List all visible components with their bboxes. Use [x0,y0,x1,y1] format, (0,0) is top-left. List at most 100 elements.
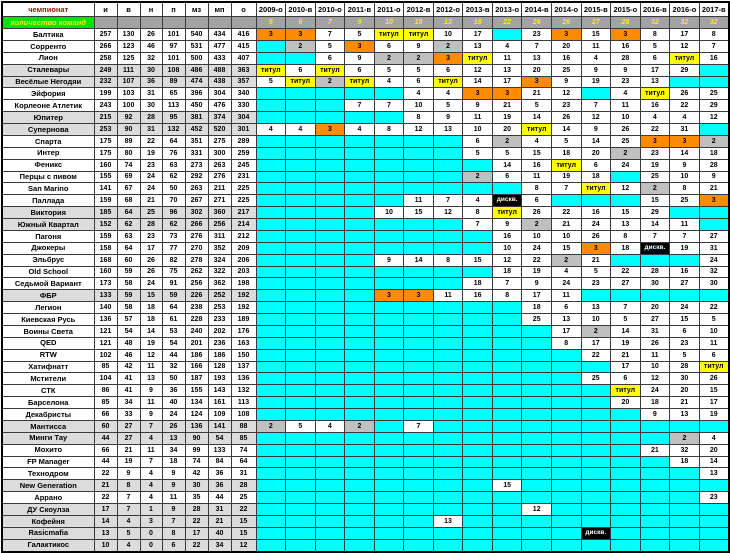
season-cell-not-participated [285,324,316,338]
season-cell: 17 [491,75,523,89]
stat-cell: 232 [93,75,118,89]
season-cell: 18 [580,170,612,184]
stat-cell: 31 [139,87,163,101]
stat-cell: 12 [230,538,257,553]
season-cell-not-participated [373,87,405,101]
season-cell-not-participated [462,182,493,196]
stat-cell: 266 [184,218,209,231]
stat-cell: 271 [207,194,232,208]
team-name-cell: Мстители [1,372,95,386]
team-name-cell: QED [1,336,95,350]
season-cell: титул [639,87,671,101]
season-cell-not-participated [285,467,316,481]
season-cell: титул [669,51,700,65]
season-cell: 15 [550,241,582,255]
season-cell-not-participated [521,396,552,409]
stat-cell: 54 [161,336,186,350]
season-cell-not-participated [255,313,287,326]
season-cell: 14 [550,123,582,136]
stat-cell: 258 [93,51,118,65]
season-cell: 3 [314,123,346,136]
season-cell: 28 [698,158,730,172]
season-cell: 15 [580,28,612,41]
season-cell-not-participated [403,526,434,540]
season-cell: 17 [462,28,493,41]
season-cell-not-participated [462,301,493,314]
stat-cell: 253 [207,301,232,314]
stat-cell: 77 [161,241,186,255]
season-cell-not-participated [285,265,316,279]
season-cell: 16 [639,99,671,113]
season-cell: 4 [550,265,582,279]
season-cell: 2 [255,419,287,433]
season-cell: 11 [403,194,434,208]
season-cell: 5 [669,348,700,362]
season-cell: 23 [669,336,700,350]
team-count-value: 32 [639,16,671,29]
season-cell-not-participated [580,431,612,445]
stat-cell: 26 [139,28,163,41]
season-cell-not-participated [255,241,287,255]
season-cell-not-participated [255,146,287,160]
stat-cell: 488 [207,63,232,77]
season-cell: 10 [491,241,523,255]
stat-cell: 263 [184,182,209,196]
season-cell-not-participated [314,431,346,445]
stat-cell: 415 [230,39,257,53]
season-cell-not-participated [314,514,346,528]
stat-cell: 67 [116,182,141,196]
season-cell-not-participated [255,360,287,374]
stat-cell: 132 [161,123,186,136]
season-cell-not-participated [698,419,730,433]
season-cell-not-participated [314,408,346,421]
season-cell: 16 [580,206,612,219]
team-row: Хатифнатт 85 42 11 32 166 128 137 17 10 28 титул [1,360,730,374]
season-cell: 9 [639,408,671,421]
season-cell: 4 [610,87,641,101]
season-cell: 12 [491,253,523,267]
season-header: 2012-о [432,1,464,17]
season-cell-not-participated [373,408,405,421]
stat-cell: 21 [93,479,118,493]
season-cell: 2 [344,419,375,433]
season-cell: 16 [521,158,552,172]
season-cell-not-participated [639,538,671,553]
team-name-cell: Кофейня [1,514,95,528]
team-count-value: 22 [491,16,523,29]
season-cell-not-participated [344,396,375,409]
season-cell: 28 [610,51,641,65]
season-cell: 6 [580,158,612,172]
stat-cell: 42 [184,467,209,481]
stat-cell: 357 [230,75,257,89]
count-empty-cell [139,16,163,29]
stat-cell: 9 [139,408,163,421]
team-count-value: 26 [550,16,582,29]
stat-cell: 28 [139,111,163,124]
stat-cell: 155 [93,170,118,184]
season-cell-not-participated [344,158,375,172]
season-cell: 26 [580,229,612,243]
season-cell-not-participated [580,289,612,303]
season-cell-not-participated [314,301,346,314]
season-cell-not-participated [285,218,316,231]
season-cell: дискв. [639,241,671,255]
season-cell-not-participated [550,419,582,433]
season-cell: 13 [491,63,523,77]
season-cell-not-participated [314,396,346,409]
team-name-cell: СТК [1,384,95,398]
season-cell-not-participated [462,538,493,553]
stat-cell: 27 [116,431,141,445]
season-cell: 14 [403,253,434,267]
stat-cell: 322 [207,265,232,279]
season-cell-not-participated [432,372,464,386]
season-cell-not-participated [580,467,612,481]
season-cell: 10 [669,170,700,184]
season-cell: 16 [669,265,700,279]
stat-cell: 48 [116,336,141,350]
stat-cell: 41 [116,372,141,386]
season-header: 2016-о [669,1,700,17]
season-cell-not-participated [669,526,700,540]
stat-header-в: в [116,1,141,17]
stat-cell: 30 [184,479,209,493]
stat-cell: 133 [207,443,232,457]
